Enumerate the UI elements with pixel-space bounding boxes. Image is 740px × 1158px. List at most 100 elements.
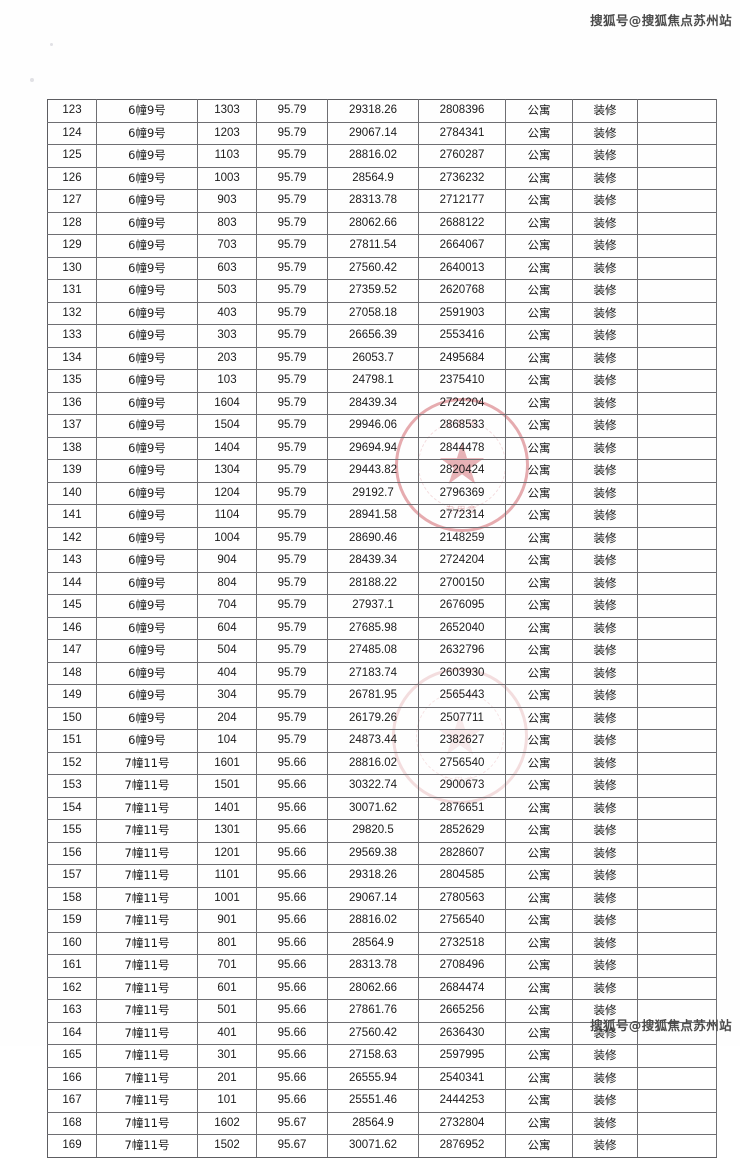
table-cell-index: 125 — [47, 144, 97, 168]
table-cell-decor: 装修 — [572, 144, 638, 168]
table-cell-unit: 28439.34 — [327, 391, 419, 415]
table-cell-area: 95.66 — [256, 1089, 328, 1113]
table-cell-area: 95.66 — [256, 999, 328, 1023]
table-cell-total: 2620768 — [418, 279, 506, 303]
table-cell-total: 2382627 — [418, 729, 506, 753]
table-cell-area: 95.79 — [256, 414, 328, 438]
table-row: 168 7幢11号 1602 95.67 28564.9 2732804 公寓 装修 — [47, 1111, 717, 1135]
table-cell-index: 152 — [47, 751, 97, 775]
table-cell-type: 公寓 — [505, 301, 573, 325]
table-cell-room: 1104 — [197, 504, 257, 528]
table-cell-total: 2796369 — [418, 481, 506, 505]
table-cell-total: 2640013 — [418, 256, 506, 280]
table-cell-area: 95.66 — [256, 864, 328, 888]
table-cell-index: 135 — [47, 369, 97, 393]
table-cell-unit: 28816.02 — [327, 751, 419, 775]
table-cell-area: 95.79 — [256, 684, 328, 708]
table-row: 152 7幢11号 1601 95.66 28816.02 2756540 公寓 装修 — [47, 751, 717, 775]
table-cell-index: 130 — [47, 256, 97, 280]
table-cell-building: 6幢9号 — [96, 189, 198, 213]
table-cell-type: 公寓 — [505, 211, 573, 235]
table-cell-index: 124 — [47, 121, 97, 145]
table-cell-total: 2780563 — [418, 886, 506, 910]
table-row: 124 6幢9号 1203 95.79 29067.14 2784341 公寓 装修 — [47, 121, 717, 145]
table-cell-unit: 29192.7 — [327, 481, 419, 505]
table-cell-building: 6幢9号 — [96, 526, 198, 550]
table-cell-room: 1303 — [197, 99, 257, 123]
table-cell-building: 7幢11号 — [96, 931, 198, 955]
table-cell-total: 2676095 — [418, 594, 506, 618]
table-cell-index: 161 — [47, 954, 97, 978]
table-cell-decor: 装修 — [572, 594, 638, 618]
table-cell-building: 6幢9号 — [96, 481, 198, 505]
table-cell-room: 104 — [197, 729, 257, 753]
table-cell-index: 156 — [47, 841, 97, 865]
table-cell-building: 6幢9号 — [96, 549, 198, 573]
table-cell-type: 公寓 — [505, 526, 573, 550]
table-cell-type: 公寓 — [505, 841, 573, 865]
table-cell-decor: 装修 — [572, 481, 638, 505]
table-cell-decor: 装修 — [572, 931, 638, 955]
table-cell-building: 7幢11号 — [96, 864, 198, 888]
table-cell-total: 2736232 — [418, 166, 506, 190]
table-cell-decor: 装修 — [572, 571, 638, 595]
table-cell-area: 95.79 — [256, 436, 328, 460]
table-cell-total: 2804585 — [418, 864, 506, 888]
table-cell-unit: 26555.94 — [327, 1066, 419, 1090]
table-cell-decor: 装修 — [572, 819, 638, 843]
table-cell-building: 6幢9号 — [96, 279, 198, 303]
table-cell-area: 95.79 — [256, 144, 328, 168]
table-cell-decor: 装修 — [572, 301, 638, 325]
table-cell-type: 公寓 — [505, 1089, 573, 1113]
table-cell-total: 2900673 — [418, 774, 506, 798]
table-cell-building: 6幢9号 — [96, 729, 198, 753]
table-cell-building: 7幢11号 — [96, 999, 198, 1023]
table-cell-room: 204 — [197, 706, 257, 730]
table-cell-total: 2597995 — [418, 1044, 506, 1068]
scan-speckle-artifact — [30, 78, 34, 82]
table-cell-unit: 27811.54 — [327, 234, 419, 258]
table-cell-note — [637, 729, 717, 753]
table-row: 160 7幢11号 801 95.66 28564.9 2732518 公寓 装修 — [47, 931, 717, 955]
table-row: 136 6幢9号 1604 95.79 28439.34 2724204 公寓 装修 — [47, 391, 717, 415]
table-cell-index: 153 — [47, 774, 97, 798]
table-cell-unit: 29318.26 — [327, 864, 419, 888]
table-cell-room: 503 — [197, 279, 257, 303]
table-cell-type: 公寓 — [505, 931, 573, 955]
table-cell-total: 2852629 — [418, 819, 506, 843]
table-cell-index: 123 — [47, 99, 97, 123]
table-cell-decor: 装修 — [572, 234, 638, 258]
table-cell-type: 公寓 — [505, 819, 573, 843]
table-cell-building: 7幢11号 — [96, 1134, 198, 1158]
table-cell-building: 6幢9号 — [96, 256, 198, 280]
table-cell-type: 公寓 — [505, 1066, 573, 1090]
table-cell-total: 2684474 — [418, 976, 506, 1000]
table-cell-decor: 装修 — [572, 189, 638, 213]
table-cell-type: 公寓 — [505, 999, 573, 1023]
table-cell-type: 公寓 — [505, 414, 573, 438]
table-cell-area: 95.66 — [256, 954, 328, 978]
table-cell-total: 2876952 — [418, 1134, 506, 1158]
table-cell-index: 154 — [47, 796, 97, 820]
table-cell-room: 1401 — [197, 796, 257, 820]
table-cell-area: 95.79 — [256, 594, 328, 618]
table-cell-building: 6幢9号 — [96, 661, 198, 685]
table-cell-total: 2665256 — [418, 999, 506, 1023]
table-cell-type: 公寓 — [505, 616, 573, 640]
table-cell-room: 701 — [197, 954, 257, 978]
table-cell-total: 2603930 — [418, 661, 506, 685]
table-cell-area: 95.67 — [256, 1134, 328, 1158]
table-cell-room: 301 — [197, 1044, 257, 1068]
table-cell-note — [637, 594, 717, 618]
table-cell-room: 203 — [197, 346, 257, 370]
table-cell-index: 134 — [47, 346, 97, 370]
table-cell-total: 2772314 — [418, 504, 506, 528]
table-cell-type: 公寓 — [505, 954, 573, 978]
table-cell-area: 95.79 — [256, 481, 328, 505]
table-cell-decor: 装修 — [572, 706, 638, 730]
table-cell-type: 公寓 — [505, 459, 573, 483]
table-cell-unit: 30071.62 — [327, 796, 419, 820]
price-list-table-container: 123 6幢9号 1303 95.79 29318.26 2808396 公寓 装修 124 6幢… — [47, 99, 717, 1158]
table-row: 158 7幢11号 1001 95.66 29067.14 2780563 公寓 装修 — [47, 886, 717, 910]
table-cell-building: 7幢11号 — [96, 819, 198, 843]
